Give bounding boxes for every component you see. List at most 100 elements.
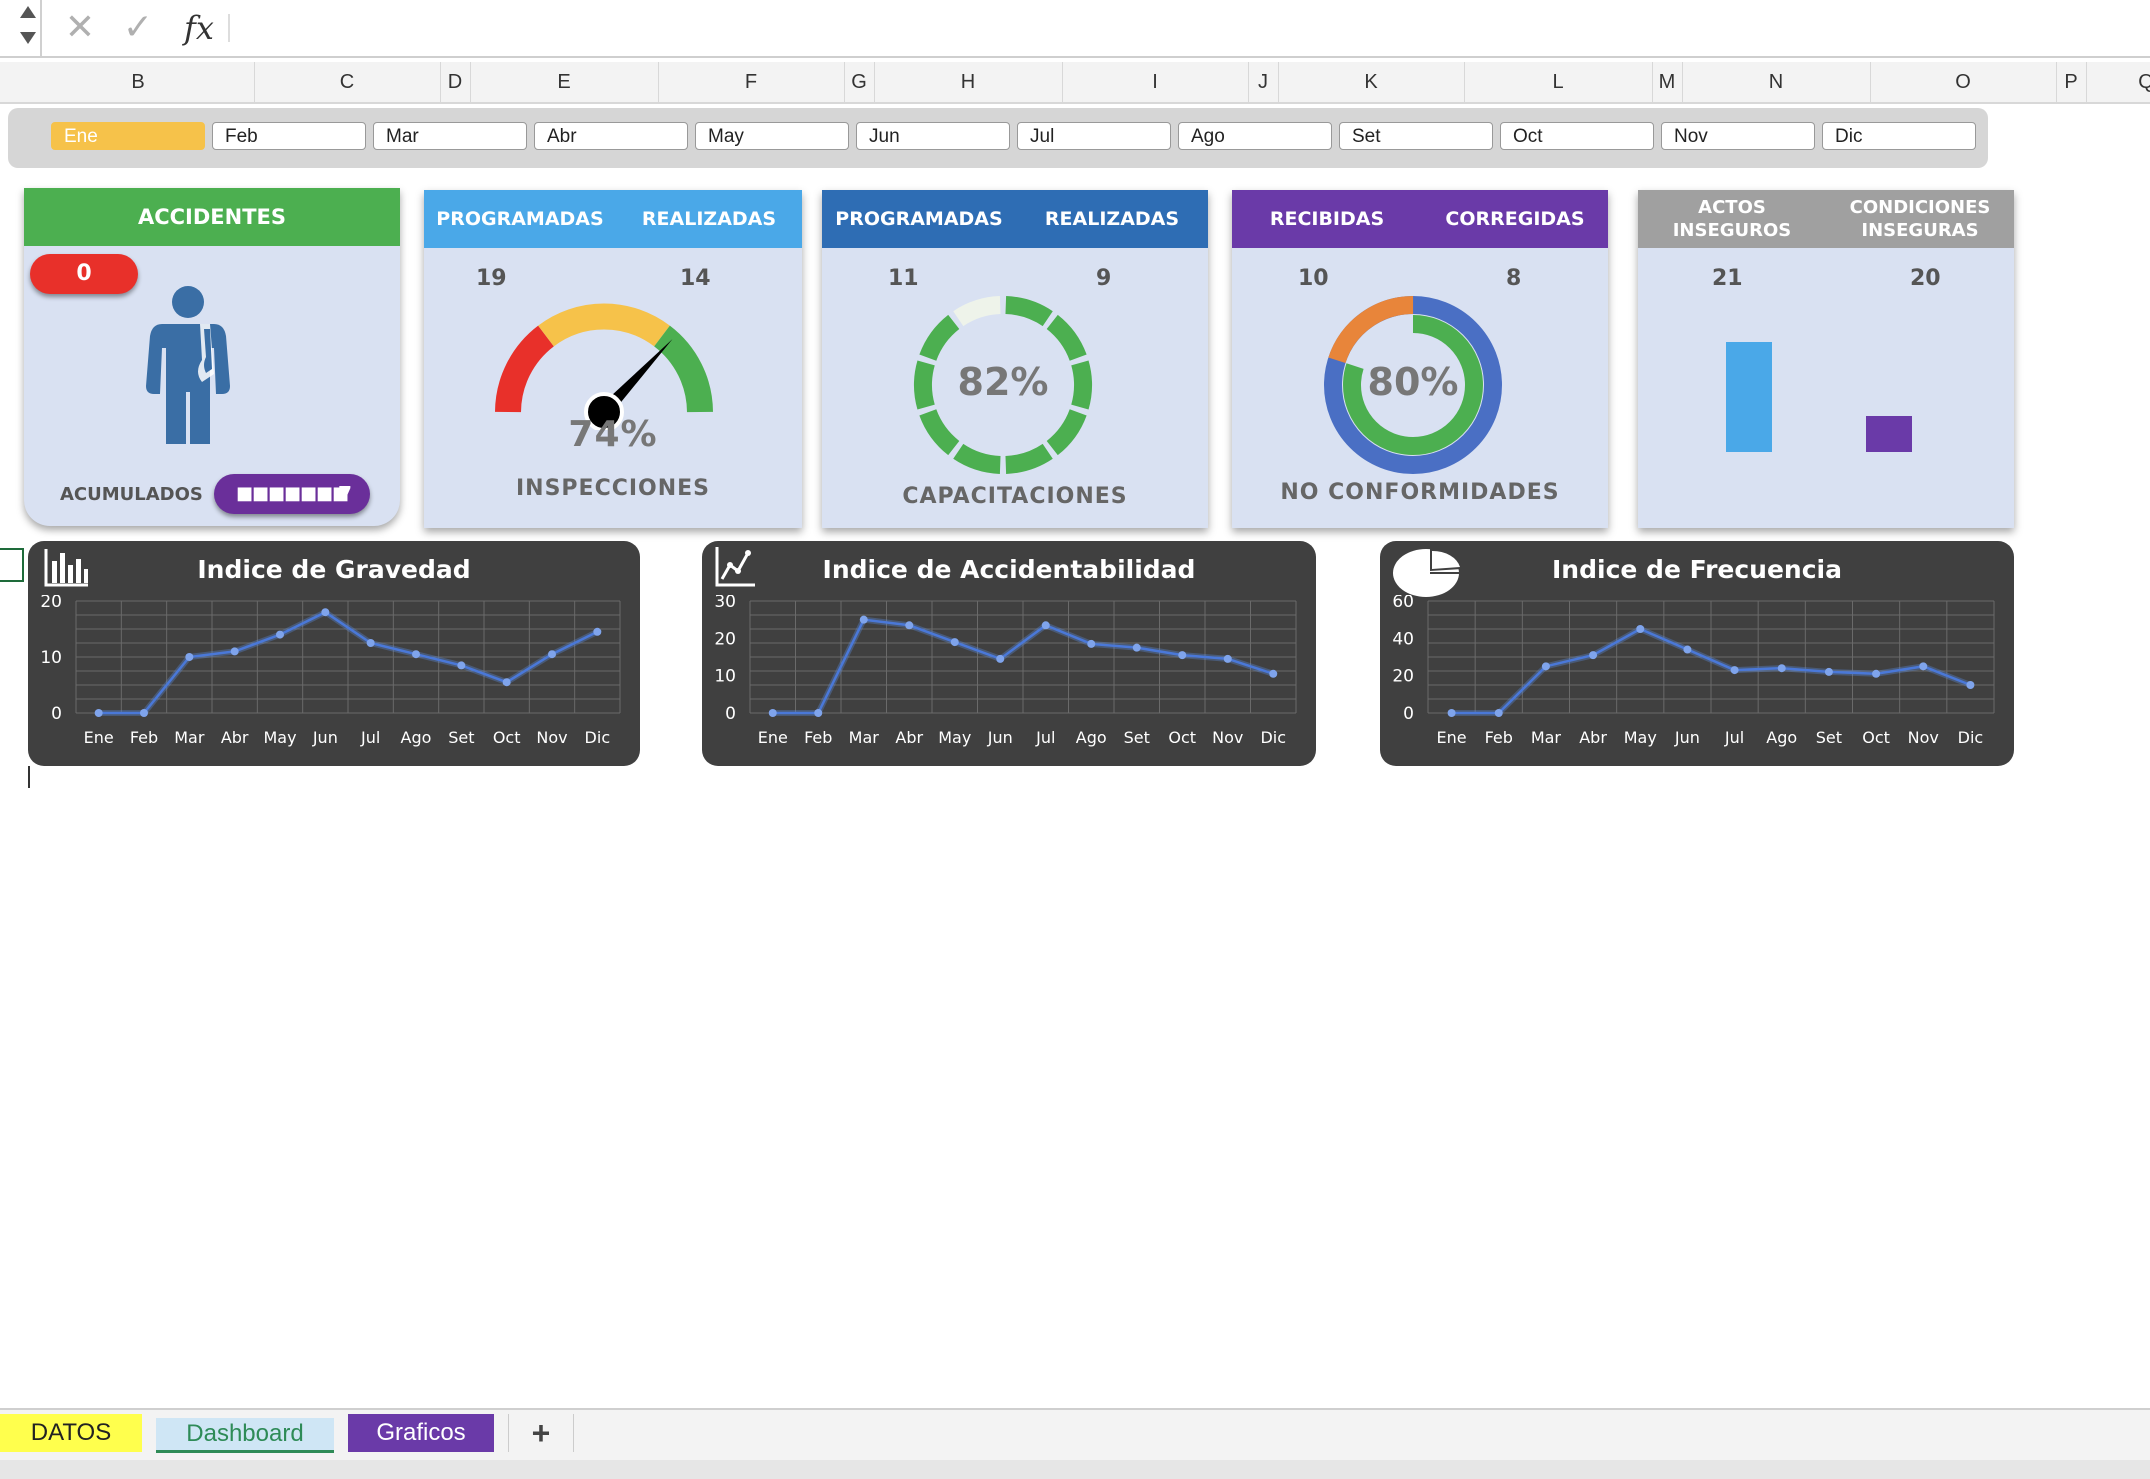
accident-count-badge: 0: [30, 254, 138, 294]
y-tick-label: 30: [714, 595, 736, 612]
data-point: [593, 627, 602, 636]
realizadas-value: 14: [680, 266, 711, 291]
month-button-oct[interactable]: Oct: [1500, 122, 1654, 150]
x-tick-label: Jul: [1035, 728, 1055, 747]
data-point: [1636, 625, 1645, 633]
selected-cell[interactable]: [0, 548, 24, 582]
data-point: [1589, 651, 1598, 660]
x-tick-label: Jun: [987, 728, 1013, 747]
x-tick-label: Abr: [1579, 728, 1607, 747]
y-tick-label: 60: [1392, 595, 1414, 612]
x-tick-label: Mar: [174, 728, 205, 747]
bar-actos: [1726, 342, 1772, 452]
column-header-e[interactable]: E: [470, 62, 659, 102]
data-point: [185, 653, 194, 661]
data-point: [905, 621, 914, 630]
header-programadas: PROGRAMADAS: [436, 207, 604, 230]
card-label: CAPACITACIONES: [902, 484, 1128, 509]
add-sheet-button[interactable]: +: [508, 1414, 574, 1452]
column-header-p[interactable]: P: [2056, 62, 2087, 102]
data-point: [366, 639, 375, 647]
check-icon[interactable]: ✓: [122, 7, 154, 48]
fx-icon[interactable]: fx: [184, 9, 214, 47]
x-tick-label: Oct: [493, 728, 521, 747]
no-conformidades-donut: [1324, 296, 1502, 474]
sheet-tab-graficos[interactable]: Graficos: [348, 1414, 494, 1452]
month-button-may[interactable]: May: [695, 122, 849, 150]
column-header-m[interactable]: M: [1652, 62, 1683, 102]
column-header-h[interactable]: H: [874, 62, 1063, 102]
header-line-1: CONDICIONES: [1849, 197, 1991, 218]
sheet-tab-datos[interactable]: DATOS: [0, 1414, 142, 1452]
chart-title: Indice de Gravedad: [197, 555, 471, 584]
donut-segment: [1046, 314, 1087, 362]
data-point: [1494, 709, 1503, 717]
data-point: [1966, 681, 1975, 689]
y-tick-label: 10: [714, 667, 736, 687]
column-header-f[interactable]: F: [658, 62, 845, 102]
data-point: [1041, 621, 1050, 630]
sheet-tab-dashboard[interactable]: Dashboard: [156, 1418, 334, 1453]
header-condiciones-inseguras: CONDICIONES INSEGURAS: [1826, 190, 2014, 248]
data-point: [140, 709, 148, 717]
chart-title: Indice de Frecuencia: [1552, 555, 1842, 584]
x-tick-label: Jul: [360, 728, 380, 747]
month-button-abr[interactable]: Abr: [534, 122, 688, 150]
column-header-b[interactable]: B: [22, 62, 255, 102]
card-inspecciones: PROGRAMADAS REALIZADAS 19 14 74% INSPECC…: [424, 190, 802, 528]
x-tick-label: Ago: [401, 728, 432, 747]
accumulated-label: ACUMULADOS: [60, 484, 203, 505]
injured-person-icon: [146, 286, 230, 444]
month-button-jul[interactable]: Jul: [1017, 122, 1171, 150]
x-tick-label: Oct: [1862, 728, 1890, 747]
column-header-k[interactable]: K: [1278, 62, 1465, 102]
x-tick-label: Nov: [536, 728, 567, 747]
data-point: [1777, 664, 1786, 673]
column-header-j[interactable]: J: [1248, 62, 1279, 102]
y-tick-label: 10: [40, 648, 62, 668]
recibidas-value: 10: [1298, 266, 1329, 291]
status-bar: [0, 1460, 2150, 1479]
x-tick-label: May: [263, 728, 296, 747]
y-tick-label: 20: [714, 629, 736, 649]
line-chart-icon: [715, 547, 755, 587]
month-button-jun[interactable]: Jun: [856, 122, 1010, 150]
header-recibidas: RECIBIDAS: [1269, 207, 1385, 230]
header-actos-inseguros: ACTOS INSEGUROS: [1672, 197, 1792, 241]
month-button-set[interactable]: Set: [1339, 122, 1493, 150]
column-header-l[interactable]: L: [1464, 62, 1653, 102]
x-tick-label: Dic: [1260, 728, 1286, 747]
name-box-spinner[interactable]: [0, 0, 42, 56]
column-header-q[interactable]: Q: [2086, 62, 2150, 102]
donut-segment: [953, 296, 1001, 327]
column-header-c[interactable]: C: [254, 62, 441, 102]
column-header-n[interactable]: N: [1682, 62, 1871, 102]
x-tick-label: Abr: [221, 728, 249, 747]
month-button-dic[interactable]: Dic: [1822, 122, 1976, 150]
data-point: [768, 709, 777, 717]
column-header-d[interactable]: D: [440, 62, 471, 102]
month-button-ene[interactable]: Ene: [51, 122, 205, 150]
card-label: INSPECCIONES: [515, 476, 711, 501]
x-tick-label: Feb: [130, 728, 158, 747]
month-button-feb[interactable]: Feb: [212, 122, 366, 150]
month-button-ago[interactable]: Ago: [1178, 122, 1332, 150]
card-header: ACCIDENTES: [24, 188, 400, 246]
x-icon[interactable]: ✕: [64, 7, 96, 48]
column-header-g[interactable]: G: [844, 62, 875, 102]
x-tick-label: Oct: [1168, 728, 1196, 747]
column-header-o[interactable]: O: [1870, 62, 2057, 102]
y-tick-label: 0: [1403, 704, 1414, 724]
accumulated-value: 7: [338, 482, 352, 506]
month-button-mar[interactable]: Mar: [373, 122, 527, 150]
header-line-2: INSEGURAS: [1861, 220, 1979, 241]
card-no-conformidades: RECIBIDAS CORREGIDAS 10 8 80% NO CONFORM…: [1232, 190, 1608, 528]
column-header-i[interactable]: I: [1062, 62, 1249, 102]
y-tick-label: 20: [1392, 667, 1414, 687]
bar-chart-icon: [44, 549, 88, 587]
month-button-nov[interactable]: Nov: [1661, 122, 1815, 150]
chart-gravedad: 0 10 20 Ene Feb Mar Abr May Jun Jul Ago Set Oct Nov Di…: [40, 595, 621, 747]
card-header: ACTOS INSEGUROS CONDICIONES INSEGURAS: [1638, 190, 2014, 248]
actos-value: 21: [1712, 266, 1743, 291]
